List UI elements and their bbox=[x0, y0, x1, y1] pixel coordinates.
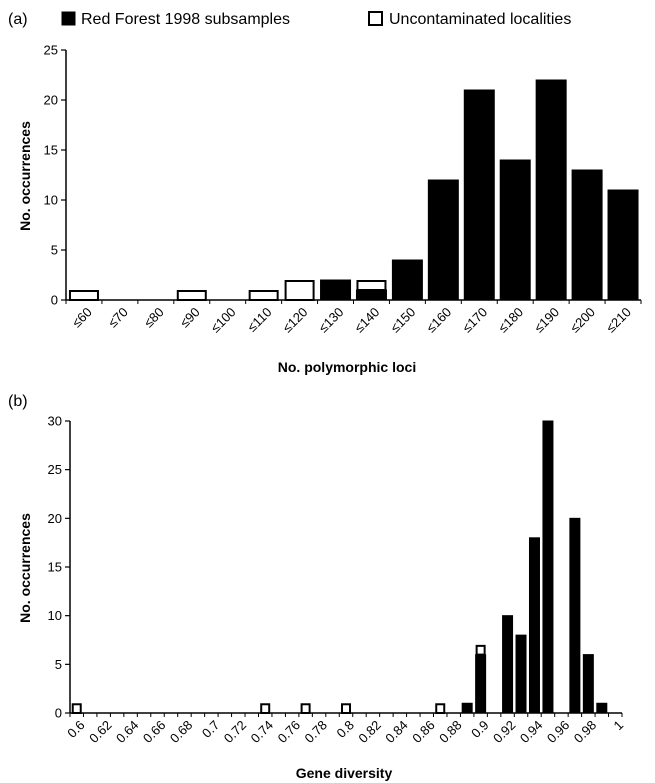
bar-uncontaminated bbox=[284, 280, 315, 301]
x-tick-label: 0.6 bbox=[64, 717, 87, 740]
x-tick-label: 0.68 bbox=[167, 717, 196, 746]
bar-red-forest bbox=[320, 279, 352, 301]
x-tick-label: ≤80 bbox=[141, 304, 167, 330]
legend-label-uncontaminated: Uncontaminated localities bbox=[389, 11, 571, 28]
chart-panel-a: (a) No. occurrences No. polymorphic loci… bbox=[8, 11, 642, 375]
x-tick-label: ≤60 bbox=[69, 304, 95, 330]
bar-red-forest bbox=[475, 654, 487, 714]
x-tick-label: 0.98 bbox=[571, 717, 600, 746]
x-axis-title-b: Gene diversity bbox=[296, 765, 393, 781]
x-tick-label: 0.74 bbox=[248, 717, 277, 746]
bar-red-forest bbox=[542, 420, 554, 714]
y-tick-label: 20 bbox=[48, 511, 62, 526]
bar-red-forest bbox=[535, 79, 567, 301]
panel-label-a: (a) bbox=[8, 11, 28, 28]
bar-red-forest bbox=[502, 615, 514, 714]
bar-red-forest bbox=[582, 654, 594, 714]
x-tick-label: 0.94 bbox=[517, 717, 546, 746]
bar-uncontaminated bbox=[176, 290, 207, 301]
x-tick-label: ≤70 bbox=[105, 304, 131, 330]
x-tick-label: 0.8 bbox=[334, 717, 357, 740]
x-tick-label: 0.82 bbox=[355, 717, 384, 746]
x-tick-label: ≤190 bbox=[531, 304, 562, 335]
x-tick-label: ≤180 bbox=[495, 304, 526, 335]
x-tick-label: 0.62 bbox=[86, 717, 115, 746]
x-tick-label: 0.86 bbox=[409, 717, 438, 746]
x-tick-label: 0.64 bbox=[113, 717, 142, 746]
x-tick-label: ≤120 bbox=[280, 304, 311, 335]
y-tick-label: 25 bbox=[44, 43, 58, 58]
bar-red-forest bbox=[607, 189, 639, 301]
bar-red-forest bbox=[499, 159, 531, 301]
x-tick-label: ≤150 bbox=[387, 304, 418, 335]
y-tick-label: 5 bbox=[51, 243, 58, 258]
bar-red-forest bbox=[571, 169, 603, 301]
bar-red-forest bbox=[515, 634, 527, 714]
x-tick-label: 0.9 bbox=[468, 717, 491, 740]
legend-swatch-red-forest bbox=[61, 11, 76, 26]
bar-red-forest bbox=[569, 517, 581, 714]
bar-red-forest bbox=[528, 537, 540, 714]
y-tick-label: 10 bbox=[44, 193, 58, 208]
x-tick-label: ≤200 bbox=[567, 304, 598, 335]
bar-uncontaminated bbox=[356, 280, 387, 291]
x-tick-label: ≤90 bbox=[177, 304, 203, 330]
y-tick-label: 30 bbox=[48, 414, 62, 429]
bar-red-forest bbox=[355, 289, 387, 301]
bar-red-forest bbox=[463, 89, 495, 301]
legend: Red Forest 1998 subsamples Uncontaminate… bbox=[61, 11, 571, 28]
bar-red-forest bbox=[427, 179, 459, 301]
bar-red-forest bbox=[391, 259, 423, 301]
bar-uncontaminated bbox=[435, 703, 446, 714]
y-axis-title-a: No. occurrences bbox=[17, 121, 33, 231]
x-tick-label: ≤160 bbox=[423, 304, 454, 335]
x-tick-label: ≤110 bbox=[244, 304, 274, 334]
x-tick-label: 0.78 bbox=[302, 717, 331, 746]
bar-uncontaminated bbox=[248, 290, 279, 301]
x-tick-label: 0.84 bbox=[382, 717, 411, 746]
bar-red-forest bbox=[596, 702, 608, 714]
bar-uncontaminated bbox=[300, 703, 311, 714]
x-tick-label: 0.96 bbox=[544, 717, 573, 746]
bar-red-forest bbox=[461, 702, 473, 714]
legend-label-red-forest: Red Forest 1998 subsamples bbox=[81, 11, 290, 28]
x-axis-title-a: No. polymorphic loci bbox=[278, 359, 416, 375]
x-tick-label: 0.88 bbox=[436, 717, 465, 746]
bar-uncontaminated bbox=[475, 644, 486, 656]
panel-label-b: (b) bbox=[8, 393, 28, 410]
legend-swatch-uncontaminated bbox=[368, 11, 383, 26]
chart-panel-b: (b) No. occurrences Gene diversity 0 5 10 1… bbox=[8, 393, 626, 781]
bar-uncontaminated bbox=[68, 290, 99, 301]
y-tick-label: 10 bbox=[48, 608, 62, 623]
y-tick-label: 0 bbox=[55, 706, 62, 721]
x-tick-label: ≤100 bbox=[208, 304, 239, 335]
y-tick-label: 5 bbox=[55, 657, 62, 672]
x-tick-label: ≤140 bbox=[351, 304, 382, 335]
y-tick-label: 15 bbox=[44, 143, 58, 158]
x-tick-label: 0.66 bbox=[140, 717, 169, 746]
y-axis-title-b: No. occurrences bbox=[17, 513, 33, 623]
bar-uncontaminated bbox=[341, 703, 351, 714]
y-tick-label: 20 bbox=[44, 93, 58, 108]
bar-uncontaminated bbox=[71, 703, 82, 714]
y-tick-label: 15 bbox=[48, 560, 62, 575]
x-tick-label: 0.7 bbox=[199, 717, 222, 740]
x-tick-label: ≤130 bbox=[315, 304, 346, 335]
y-tick-label: 25 bbox=[48, 462, 62, 477]
y-tick-label: 0 bbox=[51, 293, 58, 308]
x-tick-label: ≤170 bbox=[459, 304, 490, 335]
x-tick-label: 0.76 bbox=[275, 717, 304, 746]
x-tick-label: ≤210 bbox=[603, 304, 634, 335]
x-tick-label: 0.92 bbox=[490, 717, 519, 746]
x-tick-label: 0.72 bbox=[221, 717, 250, 746]
x-tick-label: 1 bbox=[610, 717, 626, 733]
bar-uncontaminated bbox=[260, 703, 271, 714]
